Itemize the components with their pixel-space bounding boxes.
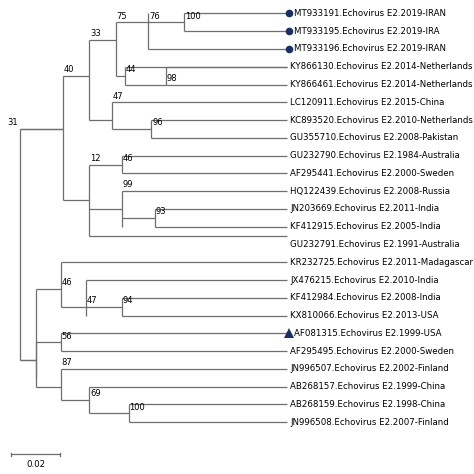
Text: KF412915.Echovirus E2.2005-India: KF412915.Echovirus E2.2005-India [291, 222, 441, 231]
Text: 69: 69 [90, 389, 100, 398]
Text: 94: 94 [123, 296, 133, 305]
Text: GU232790.Echovirus E2.1984-Australia: GU232790.Echovirus E2.1984-Australia [291, 151, 460, 160]
Text: MT933195.Echovirus E2.2019-IRA: MT933195.Echovirus E2.2019-IRA [294, 27, 440, 36]
Text: 47: 47 [113, 91, 124, 100]
Text: 0.02: 0.02 [26, 461, 45, 469]
Text: 46: 46 [62, 278, 72, 287]
Text: 76: 76 [149, 11, 160, 20]
Text: KR232725.Echovirus E2.2011-Madagascar: KR232725.Echovirus E2.2011-Madagascar [291, 258, 474, 267]
Text: 44: 44 [126, 65, 137, 74]
Text: JX476215.Echovirus E2.2010-India: JX476215.Echovirus E2.2010-India [291, 275, 439, 284]
Text: MT933191.Echovirus E2.2019-IRAN: MT933191.Echovirus E2.2019-IRAN [294, 9, 447, 18]
Text: 87: 87 [62, 358, 73, 367]
Text: 100: 100 [129, 402, 145, 411]
Text: 46: 46 [123, 154, 133, 163]
Text: KY866130.Echovirus E2.2014-Netherlands: KY866130.Echovirus E2.2014-Netherlands [291, 62, 473, 71]
Text: JN996508.Echovirus E2.2007-Finland: JN996508.Echovirus E2.2007-Finland [291, 418, 449, 427]
Text: AB268157.Echovirus E2.1999-China: AB268157.Echovirus E2.1999-China [291, 382, 446, 391]
Text: 56: 56 [62, 331, 72, 340]
Text: 98: 98 [167, 74, 177, 83]
Text: 33: 33 [90, 29, 101, 38]
Text: AF295441.Echovirus E2.2000-Sweden: AF295441.Echovirus E2.2000-Sweden [291, 169, 455, 178]
Text: GU355710.Echovirus E2.2008-Pakistan: GU355710.Echovirus E2.2008-Pakistan [291, 133, 459, 142]
Text: 93: 93 [155, 207, 166, 216]
Text: AF295495.Echovirus E2.2000-Sweden: AF295495.Echovirus E2.2000-Sweden [291, 346, 455, 356]
Text: MT933196.Echovirus E2.2019-IRAN: MT933196.Echovirus E2.2019-IRAN [294, 45, 447, 54]
Text: 100: 100 [185, 11, 201, 20]
Text: JN996507.Echovirus E2.2002-Finland: JN996507.Echovirus E2.2002-Finland [291, 365, 449, 374]
Text: KX810066.Echovirus E2.2013-USA: KX810066.Echovirus E2.2013-USA [291, 311, 439, 320]
Text: 96: 96 [152, 118, 163, 127]
Text: JN203669.Echovirus E2.2011-India: JN203669.Echovirus E2.2011-India [291, 204, 439, 213]
Text: 40: 40 [64, 65, 74, 74]
Text: KF412984.Echovirus E2.2008-India: KF412984.Echovirus E2.2008-India [291, 293, 441, 302]
Text: KC893520.Echovirus E2.2010-Netherlands: KC893520.Echovirus E2.2010-Netherlands [291, 116, 473, 125]
Text: 31: 31 [8, 118, 18, 127]
Text: KY866461.Echovirus E2.2014-Netherlands: KY866461.Echovirus E2.2014-Netherlands [291, 80, 473, 89]
Text: 47: 47 [87, 296, 97, 305]
Text: 12: 12 [90, 154, 100, 163]
Text: LC120911.Echovirus E2.2015-China: LC120911.Echovirus E2.2015-China [291, 98, 445, 107]
Text: 99: 99 [123, 181, 133, 190]
Text: 75: 75 [116, 11, 127, 20]
Text: AB268159.Echovirus E2.1998-China: AB268159.Echovirus E2.1998-China [291, 400, 446, 409]
Text: GU232791.Echovirus E2.1991-Australia: GU232791.Echovirus E2.1991-Australia [291, 240, 460, 249]
Text: AF081315.Echovirus E2.1999-USA: AF081315.Echovirus E2.1999-USA [294, 329, 442, 338]
Text: HQ122439.Echovirus E2.2008-Russia: HQ122439.Echovirus E2.2008-Russia [291, 187, 450, 196]
